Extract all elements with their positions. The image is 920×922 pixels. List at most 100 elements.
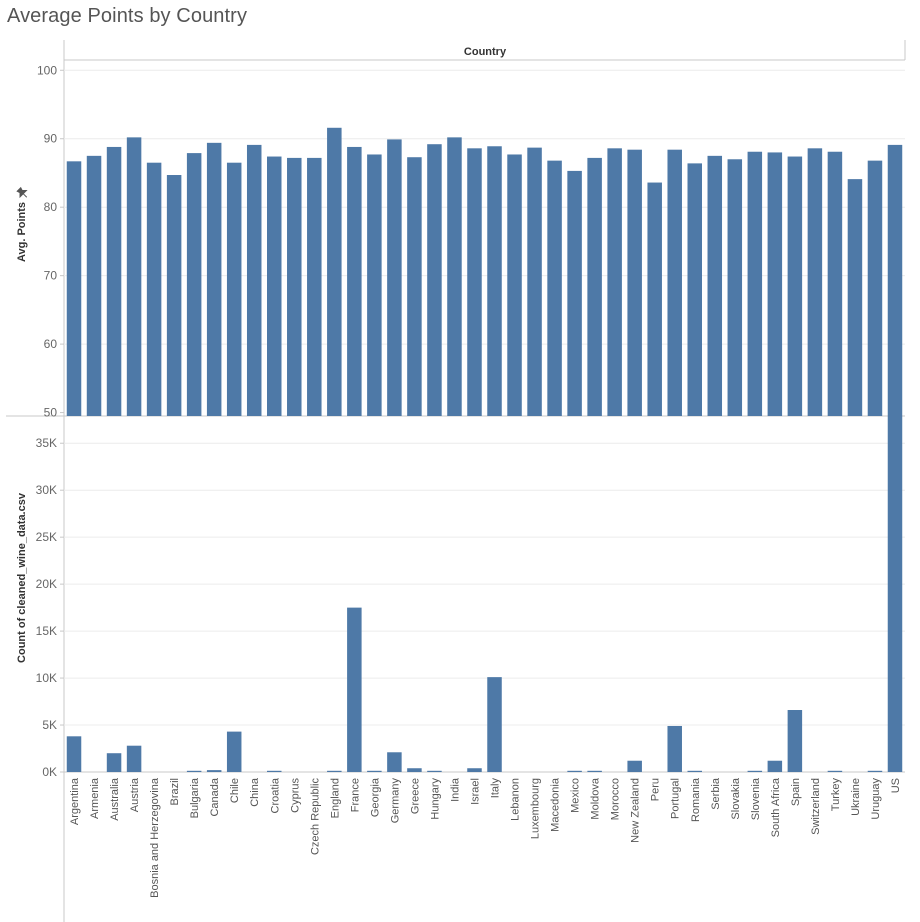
avg-points-bar-peru[interactable] (647, 182, 662, 416)
country-label: China (249, 777, 261, 807)
avg-points-bar-croatia[interactable] (267, 156, 282, 416)
avg-points-bar-serbia[interactable] (707, 155, 723, 416)
country-label: Spain (790, 778, 802, 806)
avg-points-bar-macedonia[interactable] (547, 160, 562, 416)
country-label: Greece (409, 778, 421, 814)
count-bar-australia[interactable] (106, 753, 122, 772)
avg-points-bars (66, 127, 903, 417)
country-label: Germany (389, 778, 401, 824)
avg-points-bar-england[interactable] (327, 127, 342, 417)
count-tick-label: 25K (36, 530, 57, 544)
avg-points-bar-spain[interactable] (787, 156, 803, 416)
avg-points-bar-india[interactable] (447, 137, 462, 416)
country-label: Peru (650, 778, 662, 801)
avg-points-tick-label: 70 (44, 269, 58, 283)
avg-points-bar-armenia[interactable] (86, 155, 102, 416)
count-bar-hungary[interactable] (427, 770, 442, 772)
avg-points-bar-austria[interactable] (126, 137, 142, 416)
avg-points-bar-switzerland[interactable] (807, 148, 823, 417)
country-label: Israel (469, 778, 481, 805)
count-bar-croatia[interactable] (267, 770, 282, 772)
count-bar-italy[interactable] (487, 677, 502, 772)
avg-points-bar-china[interactable] (246, 144, 262, 416)
count-bar-georgia[interactable] (367, 770, 382, 772)
avg-points-bar-argentina[interactable] (66, 161, 82, 416)
avg-points-bar-moldova[interactable] (587, 157, 602, 416)
avg-points-tick-label: 80 (44, 200, 58, 214)
avg-points-bar-greece[interactable] (407, 157, 422, 416)
avg-points-bar-georgia[interactable] (367, 154, 382, 416)
avg-points-bar-slovakia[interactable] (727, 159, 743, 416)
count-bar-mexico[interactable] (567, 770, 582, 772)
country-label: England (329, 778, 341, 818)
count-bar-uruguay[interactable] (867, 770, 883, 772)
avg-points-bar-ukraine[interactable] (847, 179, 863, 416)
avg-points-bar-us[interactable] (887, 144, 903, 416)
count-bar-england[interactable] (327, 770, 342, 772)
country-label: Romania (690, 777, 702, 822)
avg-points-bar-romania[interactable] (687, 163, 703, 416)
avg-points-bar-france[interactable] (347, 146, 362, 416)
count-bar-argentina[interactable] (66, 736, 82, 772)
count-bar-moldova[interactable] (587, 770, 602, 772)
avg-points-bar-chile[interactable] (226, 162, 242, 416)
country-label: Austria (129, 777, 141, 812)
count-bar-canada[interactable] (206, 770, 222, 772)
avg-points-tick-label: 90 (44, 132, 58, 146)
count-bar-turkey[interactable] (827, 770, 843, 772)
count-tick-label: 30K (36, 483, 57, 497)
count-bar-bulgaria[interactable] (186, 770, 202, 772)
avg-points-bar-bulgaria[interactable] (186, 153, 202, 416)
avg-points-bar-israel[interactable] (467, 148, 482, 417)
count-bar-israel[interactable] (467, 768, 482, 772)
avg-points-bar-south-africa[interactable] (767, 152, 783, 416)
avg-points-bar-canada[interactable] (206, 142, 222, 417)
count-bar-greece[interactable] (407, 768, 422, 772)
country-label: Mexico (570, 778, 582, 813)
count-tick-label: 0K (42, 765, 57, 779)
avg-points-bar-cyprus[interactable] (287, 157, 302, 416)
avg-points-bar-bosnia-and-herzegovina[interactable] (146, 162, 162, 416)
avg-points-bar-germany[interactable] (387, 139, 402, 416)
avg-points-axis-title-group: Avg. Points (16, 186, 30, 262)
count-bar-austria[interactable] (126, 745, 142, 772)
count-bar-south-africa[interactable] (767, 760, 783, 772)
count-bar-france[interactable] (347, 607, 362, 772)
avg-points-bar-turkey[interactable] (827, 151, 843, 416)
avg-points-bar-hungary[interactable] (427, 144, 442, 416)
count-bar-us[interactable] (887, 416, 903, 772)
count-tick-label: 5K (42, 718, 57, 732)
avg-points-bar-australia[interactable] (106, 146, 122, 416)
count-bar-chile[interactable] (226, 731, 242, 772)
count-bar-slovenia[interactable] (747, 770, 763, 772)
count-bar-germany[interactable] (387, 752, 402, 772)
country-label: Argentina (69, 777, 81, 825)
avg-points-bar-czech-republic[interactable] (307, 157, 322, 416)
count-bar-new-zealand[interactable] (627, 760, 642, 772)
avg-points-bar-brazil[interactable] (166, 175, 182, 416)
avg-points-bar-uruguay[interactable] (867, 160, 883, 416)
pin-icon[interactable] (16, 186, 30, 200)
avg-points-bar-lebanon[interactable] (507, 154, 522, 416)
count-bar-spain[interactable] (787, 710, 803, 772)
avg-points-bar-luxembourg[interactable] (527, 147, 542, 416)
country-label: Macedonia (550, 777, 562, 832)
avg-points-axis-title: Avg. Points (16, 202, 28, 262)
count-axis-title: Count of cleaned_wine_data.csv (16, 492, 28, 663)
avg-points-bar-portugal[interactable] (667, 149, 682, 416)
country-label: France (349, 778, 361, 812)
count-bar-romania[interactable] (687, 770, 703, 772)
count-axis: 0K 5K 10K 15K 20K 25K 30K 35K (36, 436, 64, 779)
avg-points-bar-slovenia[interactable] (747, 151, 763, 416)
country-label: Lebanon (510, 778, 522, 821)
avg-points-bar-mexico[interactable] (567, 170, 582, 416)
country-label: Georgia (369, 777, 381, 817)
avg-points-bar-morocco[interactable] (607, 148, 622, 417)
country-label: Italy (490, 778, 502, 799)
avg-points-bar-italy[interactable] (487, 146, 502, 416)
count-bar-portugal[interactable] (667, 725, 682, 772)
column-header: Country (464, 46, 507, 58)
avg-points-bar-new-zealand[interactable] (627, 149, 642, 416)
country-label: Serbia (710, 777, 722, 810)
